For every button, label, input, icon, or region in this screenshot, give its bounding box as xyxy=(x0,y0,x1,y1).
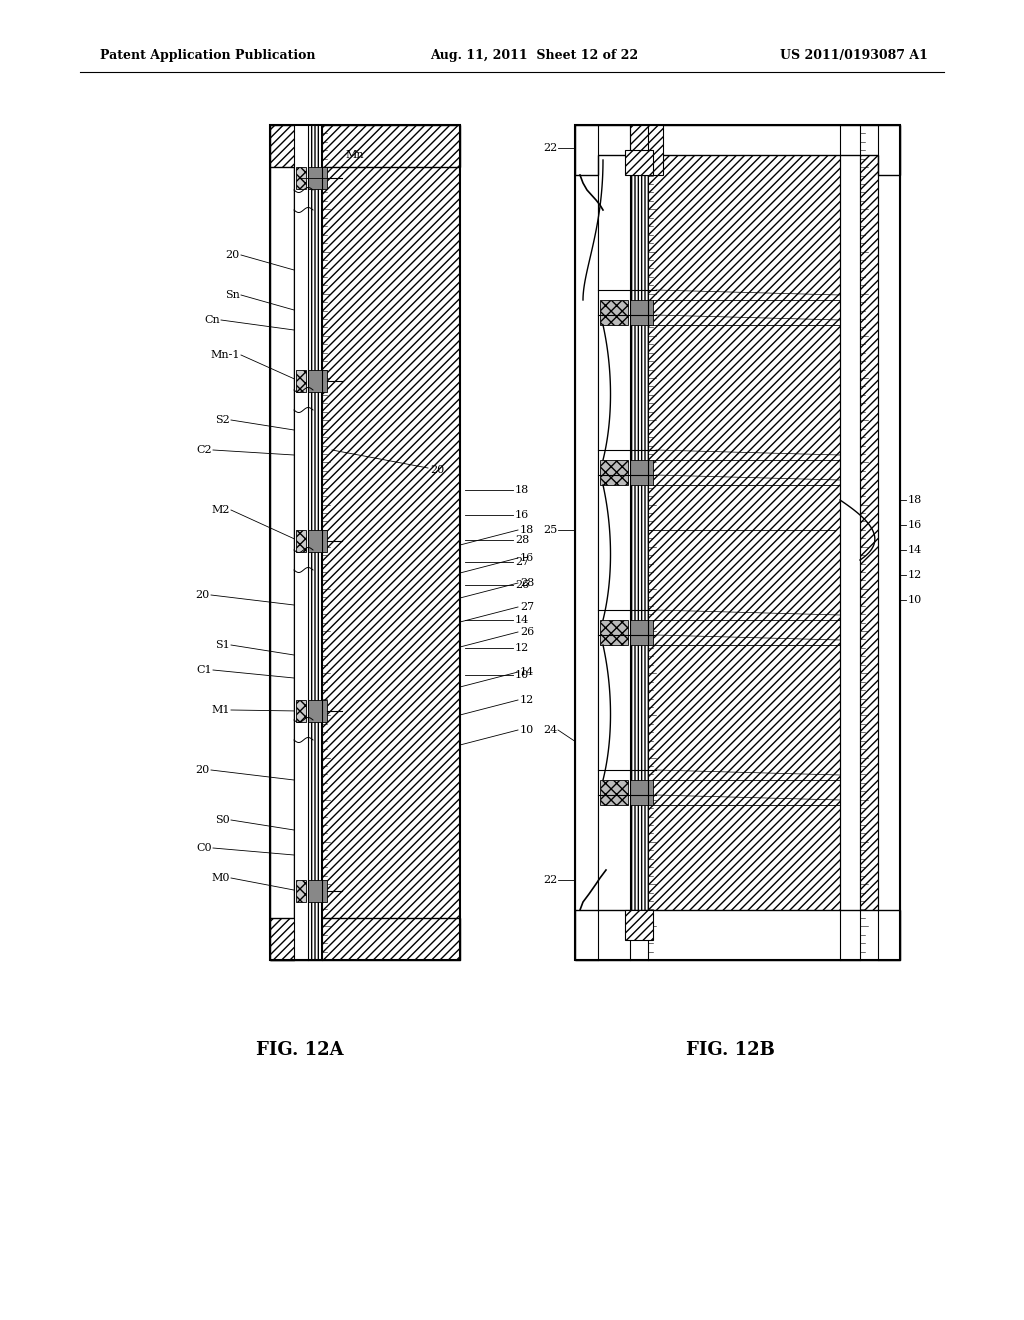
Text: Aug. 11, 2011  Sheet 12 of 22: Aug. 11, 2011 Sheet 12 of 22 xyxy=(430,49,638,62)
Text: 22: 22 xyxy=(543,143,557,153)
Text: 26: 26 xyxy=(515,579,529,590)
Bar xyxy=(294,917,322,960)
Bar xyxy=(294,125,322,168)
Bar xyxy=(270,917,460,960)
Bar xyxy=(294,125,308,960)
Bar xyxy=(840,125,860,960)
Text: C2: C2 xyxy=(197,445,212,455)
Bar xyxy=(296,531,306,552)
Bar xyxy=(308,370,327,392)
Bar xyxy=(296,700,306,722)
Bar xyxy=(600,459,628,484)
Text: 12: 12 xyxy=(515,643,529,653)
Text: 16: 16 xyxy=(908,520,923,531)
Text: 24: 24 xyxy=(543,725,557,735)
Bar xyxy=(625,909,653,940)
Text: 25: 25 xyxy=(543,525,557,535)
Text: 10: 10 xyxy=(515,671,529,680)
Text: 20: 20 xyxy=(225,249,240,260)
Bar xyxy=(598,125,630,960)
Text: 26: 26 xyxy=(520,627,535,638)
Polygon shape xyxy=(575,125,900,176)
Bar xyxy=(308,125,322,960)
Text: Cn: Cn xyxy=(204,315,220,325)
Text: FIG. 12B: FIG. 12B xyxy=(685,1041,774,1059)
Bar xyxy=(296,370,306,392)
Bar xyxy=(322,125,460,960)
Text: 20: 20 xyxy=(430,465,444,475)
Text: 10: 10 xyxy=(908,595,923,605)
Bar xyxy=(630,459,653,484)
Text: S0: S0 xyxy=(215,814,230,825)
Text: 27: 27 xyxy=(515,557,529,568)
Bar xyxy=(308,880,327,902)
Text: 10: 10 xyxy=(520,725,535,735)
Bar xyxy=(270,125,460,960)
Bar xyxy=(308,700,327,722)
Text: Mn: Mn xyxy=(345,150,364,160)
Text: 20: 20 xyxy=(196,766,210,775)
Bar xyxy=(270,125,460,168)
Text: 14: 14 xyxy=(520,667,535,677)
Text: M0: M0 xyxy=(212,873,230,883)
Text: US 2011/0193087 A1: US 2011/0193087 A1 xyxy=(780,49,928,62)
Text: 18: 18 xyxy=(520,525,535,535)
Bar xyxy=(648,125,840,960)
Bar xyxy=(270,125,294,960)
Bar xyxy=(630,300,653,325)
Text: 14: 14 xyxy=(908,545,923,554)
Bar xyxy=(860,125,900,960)
Text: 22: 22 xyxy=(543,875,557,884)
Text: C0: C0 xyxy=(197,843,212,853)
Text: Mn-1: Mn-1 xyxy=(211,350,240,360)
Text: 28: 28 xyxy=(520,578,535,587)
Bar xyxy=(575,125,598,960)
Text: 16: 16 xyxy=(515,510,529,520)
Text: 18: 18 xyxy=(908,495,923,506)
Bar xyxy=(575,125,900,960)
Text: Sn: Sn xyxy=(225,290,240,300)
Bar xyxy=(308,168,327,189)
Bar xyxy=(308,531,327,552)
Bar xyxy=(296,168,306,189)
Text: S1: S1 xyxy=(215,640,230,649)
Text: M1: M1 xyxy=(212,705,230,715)
Text: 27: 27 xyxy=(520,602,535,612)
Bar xyxy=(575,909,900,960)
Text: Patent Application Publication: Patent Application Publication xyxy=(100,49,315,62)
Text: 16: 16 xyxy=(520,553,535,564)
Text: 20: 20 xyxy=(196,590,210,601)
Bar xyxy=(296,880,306,902)
Bar xyxy=(878,125,900,960)
Bar xyxy=(600,780,628,805)
Bar xyxy=(630,125,663,176)
Text: M2: M2 xyxy=(212,506,230,515)
Bar xyxy=(630,780,653,805)
Text: 18: 18 xyxy=(515,484,529,495)
Text: 14: 14 xyxy=(515,615,529,624)
Bar xyxy=(625,150,653,176)
Text: 12: 12 xyxy=(908,570,923,579)
Text: C1: C1 xyxy=(197,665,212,675)
Bar xyxy=(630,125,648,960)
Text: 28: 28 xyxy=(515,535,529,545)
Text: S2: S2 xyxy=(215,414,230,425)
Text: FIG. 12A: FIG. 12A xyxy=(256,1041,344,1059)
Bar xyxy=(600,300,628,325)
Bar xyxy=(630,620,653,645)
Bar xyxy=(600,620,628,645)
Text: 12: 12 xyxy=(520,696,535,705)
